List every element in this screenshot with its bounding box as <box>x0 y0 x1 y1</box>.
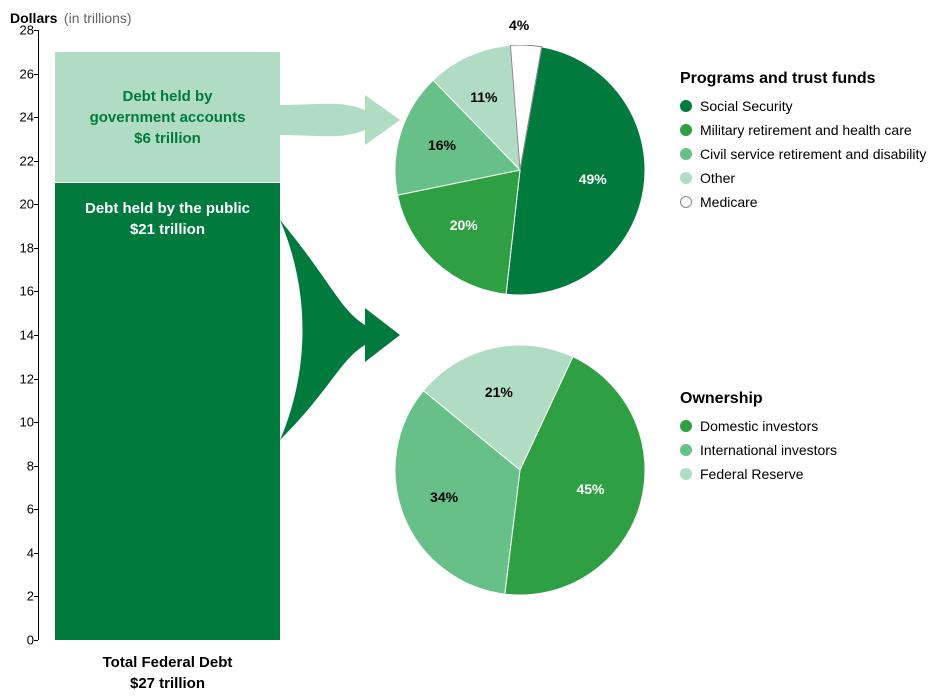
pie-slice-label: 16% <box>428 137 456 153</box>
bar-total-label: Total Federal Debt $27 trillion <box>55 652 280 694</box>
pie-slice-label: 34% <box>430 489 458 505</box>
y-tick: 22 <box>20 153 34 168</box>
pie-slice-label: 45% <box>576 481 604 497</box>
y-axis: 0246810121416182022242628 <box>10 30 38 640</box>
legend-ownership: Ownership Domestic investors International… <box>680 390 837 490</box>
y-tick: 26 <box>20 66 34 81</box>
legend-swatch <box>680 100 692 112</box>
y-tick-mark <box>34 640 38 641</box>
legend-item: Civil service retirement and disability <box>680 146 926 162</box>
pie-chart-programs <box>395 45 645 295</box>
pie-slice-label: 20% <box>450 217 478 233</box>
axis-title-sub: (in trillions) <box>64 10 132 26</box>
legend-label: Social Security <box>700 98 793 114</box>
y-tick: 18 <box>20 240 34 255</box>
legend-swatch <box>680 148 692 160</box>
legend-item: Domestic investors <box>680 418 837 434</box>
y-tick: 10 <box>20 415 34 430</box>
legend-label: Federal Reserve <box>700 466 804 482</box>
y-tick: 28 <box>20 23 34 38</box>
pie-slice-label: 49% <box>579 171 607 187</box>
legend-item: Other <box>680 170 926 186</box>
y-tick: 12 <box>20 371 34 386</box>
bar-segment: Debt held by the public$21 trillion <box>55 183 280 641</box>
y-tick: 24 <box>20 110 34 125</box>
bar-segment-label: Debt held bygovernment accounts$6 trilli… <box>90 86 246 149</box>
legend-item: Social Security <box>680 98 926 114</box>
legend-title: Ownership <box>680 390 837 408</box>
legend-item: Medicare <box>680 194 926 210</box>
pie-slice-label: 21% <box>485 384 513 400</box>
arrow-top <box>280 70 400 170</box>
legend-label: Civil service retirement and disability <box>700 146 926 162</box>
bar-segment-label: Debt held by the public$21 trillion <box>85 183 250 240</box>
legend-swatch <box>680 196 692 208</box>
bar-chart-area: 0246810121416182022242628 Debt held bygo… <box>10 30 290 650</box>
legend-label: Medicare <box>700 194 758 210</box>
y-tick: 20 <box>20 197 34 212</box>
legend-label: Other <box>700 170 735 186</box>
y-tick: 16 <box>20 284 34 299</box>
legend-swatch <box>680 420 692 432</box>
y-tick: 4 <box>27 545 34 560</box>
bar-segment: Debt held bygovernment accounts$6 trilli… <box>55 52 280 183</box>
y-tick: 14 <box>20 328 34 343</box>
legend-item: International investors <box>680 442 837 458</box>
legend-swatch <box>680 444 692 456</box>
legend-swatch <box>680 468 692 480</box>
y-tick: 6 <box>27 502 34 517</box>
stacked-bar: Debt held bygovernment accounts$6 trilli… <box>55 30 280 640</box>
legend-label: Domestic investors <box>700 418 818 434</box>
y-tick: 8 <box>27 458 34 473</box>
legend-swatch <box>680 172 692 184</box>
pie-slice-label: 4% <box>509 17 529 33</box>
total-label-line2: $27 trillion <box>55 673 280 694</box>
pie-slice-label: 11% <box>470 89 497 105</box>
legend-swatch <box>680 124 692 136</box>
legend-programs: Programs and trust funds Social Security M… <box>680 70 926 218</box>
legend-item: Federal Reserve <box>680 466 837 482</box>
y-axis-line <box>38 30 39 640</box>
legend-title: Programs and trust funds <box>680 70 926 88</box>
y-tick: 2 <box>27 589 34 604</box>
pie-chart-ownership <box>395 345 645 595</box>
legend-label: Military retirement and health care <box>700 122 912 138</box>
legend-label: International investors <box>700 442 837 458</box>
arrow-bottom <box>280 220 400 440</box>
legend-item: Military retirement and health care <box>680 122 926 138</box>
y-tick: 0 <box>27 633 34 648</box>
total-label-line1: Total Federal Debt <box>55 652 280 673</box>
